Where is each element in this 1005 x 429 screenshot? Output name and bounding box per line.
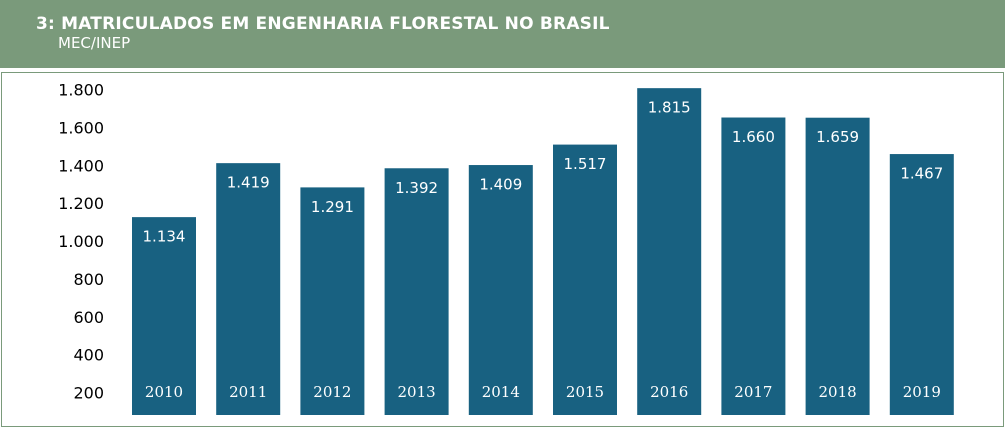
x-category-label: 2014: [482, 383, 520, 401]
bar-value-label: 1.409: [479, 176, 522, 194]
bar-value-label: 1.467: [900, 165, 943, 183]
bar-value-label: 1.291: [311, 198, 354, 216]
bar: [637, 88, 702, 416]
y-tick-label: 1.800: [58, 81, 104, 100]
bar: [468, 165, 533, 415]
y-tick-label: 600: [73, 308, 104, 327]
bar-value-label: 1.134: [143, 228, 186, 246]
bar: [889, 154, 954, 415]
chart-title: 3: MATRICULADOS EM ENGENHARIA FLORESTAL …: [36, 14, 610, 34]
x-category-label: 2015: [566, 383, 604, 401]
bar: [132, 217, 196, 415]
x-category-label: 2013: [398, 383, 436, 401]
bar-value-label: 1.815: [648, 99, 691, 117]
x-category-label: 2011: [229, 383, 267, 401]
y-tick-label: 1.000: [58, 232, 104, 251]
bar: [805, 117, 870, 415]
y-axis: 200 400 600 800 1.000 1.200 1.400 1.600 1.800: [58, 81, 104, 403]
x-category-label: 2018: [819, 383, 857, 401]
x-category-label: 2019: [903, 383, 941, 401]
y-tick-label: 200: [73, 384, 104, 403]
bars: 1.134 2010 1.419 2011 1.291 2012 1.392 2013 1.40…: [132, 88, 954, 416]
y-tick-label: 1.200: [58, 194, 104, 213]
bar-value-label: 1.419: [227, 174, 270, 192]
bar: [216, 163, 281, 415]
bar: [553, 144, 617, 415]
y-tick-label: 1.400: [58, 156, 104, 175]
y-tick-label: 800: [73, 270, 104, 289]
bar: [384, 168, 449, 415]
bar: [721, 117, 786, 415]
bar-value-label: 1.392: [395, 179, 438, 197]
x-category-label: 2010: [145, 383, 183, 401]
chart-header: 3: MATRICULADOS EM ENGENHARIA FLORESTAL …: [0, 0, 1005, 68]
x-category-label: 2017: [734, 383, 772, 401]
y-tick-label: 400: [73, 346, 104, 365]
chart-subtitle: MEC/INEP: [58, 34, 131, 52]
x-category-label: 2012: [313, 383, 351, 401]
bar-value-label: 1.659: [816, 128, 859, 146]
x-category-label: 2016: [650, 383, 688, 401]
bar: [300, 187, 365, 415]
bar-value-label: 1.517: [564, 155, 607, 173]
bar-value-label: 1.660: [732, 128, 775, 146]
y-tick-label: 1.600: [58, 118, 104, 137]
